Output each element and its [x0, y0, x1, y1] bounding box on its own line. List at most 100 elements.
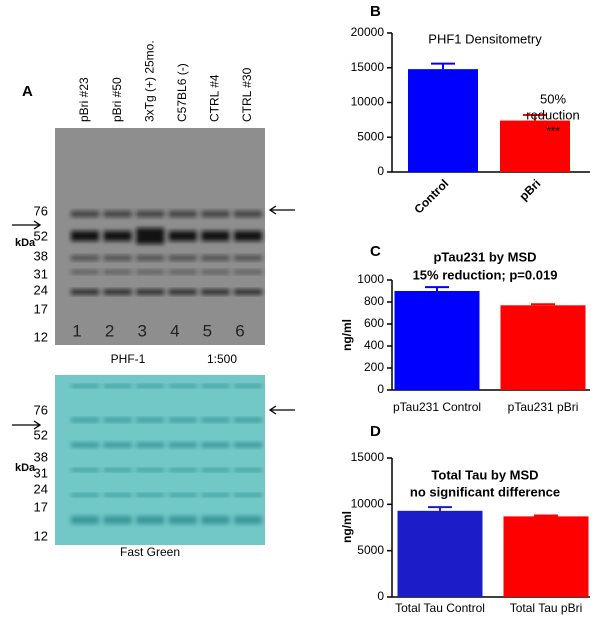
lane-number: 4: [170, 321, 179, 340]
y-tick-label: 0: [377, 164, 384, 178]
annotation: 50%: [540, 91, 566, 106]
lane-label: pBri #23: [77, 77, 91, 122]
blot-band: [168, 211, 197, 217]
bar: [397, 510, 483, 597]
blot-band: [103, 289, 132, 295]
blot-band: [103, 255, 132, 261]
marker-label: 76: [34, 203, 48, 218]
y-tick-label: 1000: [357, 272, 384, 286]
lane-number: 6: [235, 321, 244, 340]
bar: [500, 305, 586, 390]
blot-band: [168, 493, 197, 497]
blot-band: [71, 231, 99, 241]
x-tick-label: pTau231 pBri: [508, 400, 579, 414]
y-tick-label: 15000: [351, 450, 385, 464]
panel-label: B: [370, 3, 381, 20]
marker-label: 24: [34, 282, 48, 297]
lane-number: 3: [137, 321, 146, 340]
blot-band: [168, 418, 197, 422]
blot-band: [201, 289, 230, 295]
bar: [503, 516, 589, 597]
error-bar: [523, 114, 547, 121]
marker-label: 38: [34, 449, 48, 464]
marker-label: 31: [34, 266, 48, 281]
arrow: [268, 405, 295, 415]
blot-band: [201, 255, 230, 261]
marker-label: 31: [34, 465, 48, 480]
y-tick-label: 10000: [351, 95, 385, 109]
marker-label: 12: [34, 329, 48, 344]
chart-title: PHF1 Densitometry: [428, 31, 542, 46]
bar: [394, 291, 480, 390]
arrow: [268, 205, 295, 215]
marker-label: 76: [34, 402, 48, 417]
blot-band: [168, 468, 197, 472]
blot-band: [201, 211, 230, 217]
arrow: [12, 220, 42, 230]
antibody-label: PHF-1: [111, 352, 146, 366]
marker-label: 38: [34, 248, 48, 263]
blot-band: [103, 516, 132, 524]
annotation: reduction: [526, 107, 579, 122]
blot-band: [168, 289, 197, 295]
blot-band: [136, 228, 165, 244]
y-axis-label: ng/ml: [340, 319, 354, 351]
blot-band: [71, 384, 99, 388]
blot-band: [136, 255, 165, 261]
dilution-label: 1:500: [207, 352, 237, 366]
blot-band: [71, 418, 99, 422]
blot-band: [71, 270, 99, 274]
panel-label: C: [370, 243, 381, 260]
blot-band: [201, 418, 230, 422]
x-tick-label: Total Tau pBri: [510, 601, 583, 615]
blot-band: [136, 418, 165, 422]
blot-band: [234, 231, 262, 241]
chart-subtitle: 15% reduction; p=0.019: [413, 267, 558, 282]
arrow: [12, 420, 42, 430]
blot-band: [136, 442, 165, 448]
y-tick-label: 10000: [351, 497, 385, 511]
blot-band: [201, 516, 230, 524]
unit-label: kDa: [15, 462, 36, 474]
blot-band: [234, 384, 262, 388]
y-tick-label: 15000: [351, 60, 385, 74]
chart-title: pTau231 by MSD: [433, 249, 536, 264]
blot-band: [71, 255, 99, 261]
error-bar: [431, 62, 455, 70]
blot-band: [136, 493, 165, 497]
blot-band: [201, 468, 230, 472]
blot-band: [136, 289, 165, 295]
y-tick-label: 5000: [357, 129, 384, 143]
blot-band: [168, 384, 197, 388]
lane-number: 5: [203, 321, 212, 340]
blot-band: [168, 516, 197, 524]
y-tick-label: 800: [364, 294, 384, 308]
blot-band: [103, 493, 132, 497]
lane-label: CTRL #4: [208, 74, 222, 122]
x-tick-label: pTau231 Control: [393, 400, 481, 414]
blot-band: [234, 211, 262, 217]
arrows: [12, 205, 295, 430]
y-tick-label: 0: [377, 589, 384, 603]
blot-band: [201, 231, 230, 241]
blot-band: [71, 211, 99, 217]
annotation: ***: [546, 124, 560, 138]
stain-label: Fast Green: [120, 545, 180, 559]
lane-number: 1: [72, 321, 81, 340]
chart-title: Total Tau by MSD: [431, 467, 538, 482]
blot-band: [234, 289, 262, 295]
panel-label: D: [370, 423, 381, 440]
error-bar: [534, 514, 558, 517]
blot-band: [201, 270, 230, 274]
blot-band: [71, 442, 99, 448]
blot-band: [234, 493, 262, 497]
y-tick-label: 600: [364, 316, 384, 330]
x-tick-label: Total Tau Control: [395, 601, 485, 615]
y-tick-label: 400: [364, 338, 384, 352]
y-tick-label: 200: [364, 360, 384, 374]
blot-band: [234, 418, 262, 422]
blot-band: [71, 493, 99, 497]
lane-label: C57BL6 (-): [175, 63, 189, 122]
blot-band: [103, 231, 132, 241]
